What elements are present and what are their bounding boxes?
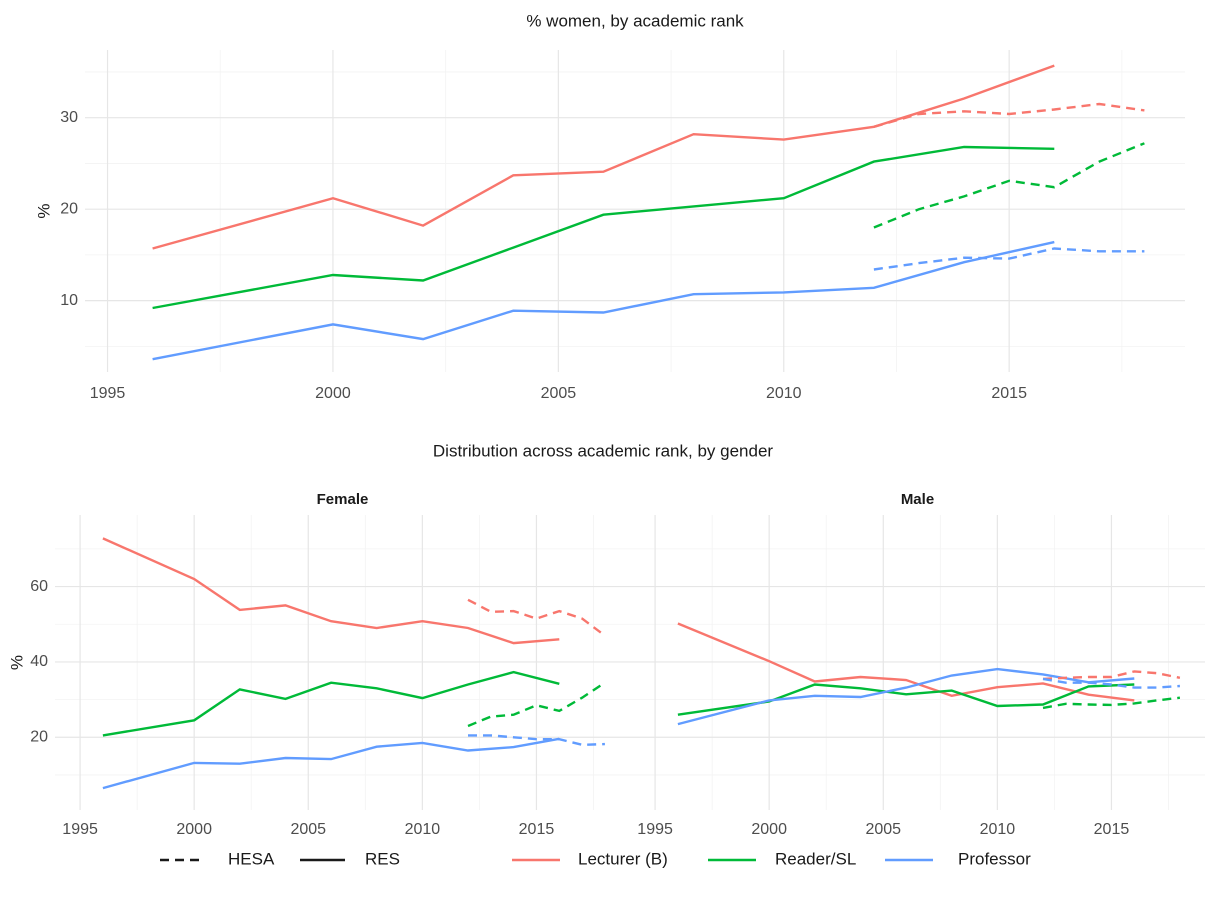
legend-label: Professor xyxy=(958,849,1031,868)
series-line xyxy=(467,598,606,637)
y-axis-label: % xyxy=(34,203,53,218)
x-tick-label: 2005 xyxy=(865,821,901,838)
x-tick-label: 2010 xyxy=(980,821,1016,838)
x-tick-label: 1995 xyxy=(637,821,673,838)
series-line xyxy=(102,737,560,790)
panel: 1995 2000 2005 2010 2015 Male xyxy=(630,491,1205,838)
panel-title: % women, by academic rank xyxy=(526,11,744,30)
panel: 1995 2000 2005 2010 2015 20 40 60% Female xyxy=(7,491,630,838)
series-line xyxy=(152,64,1055,250)
x-tick-label: 2010 xyxy=(766,385,802,402)
legend-label: Reader/SL xyxy=(775,849,856,868)
y-tick-label: 10 xyxy=(60,292,78,309)
x-tick-label: 1995 xyxy=(90,385,126,402)
series-line xyxy=(677,683,1135,716)
legend-label: Lecturer (B) xyxy=(578,849,668,868)
x-tick-label: 2000 xyxy=(751,821,787,838)
panel-title: Female xyxy=(317,491,369,508)
y-tick-label: 30 xyxy=(60,109,78,126)
series-line xyxy=(468,734,605,747)
y-tick-label: 20 xyxy=(60,200,78,217)
panel: 1995 2000 2005 2010 2015 10 20 30% % women, by a… xyxy=(34,11,1185,402)
x-tick-label: 2005 xyxy=(541,385,577,402)
panel-title: Male xyxy=(901,491,934,508)
x-tick-label: 2015 xyxy=(1094,821,1130,838)
x-tick-label: 2010 xyxy=(405,821,441,838)
x-tick-label: 2000 xyxy=(176,821,212,838)
series-line xyxy=(873,247,1145,271)
series-line xyxy=(152,145,1055,310)
series-line xyxy=(677,622,1135,702)
series-line xyxy=(102,537,560,645)
series-line xyxy=(873,142,1145,229)
y-tick-label: 60 xyxy=(30,578,48,595)
x-tick-label: 2000 xyxy=(315,385,351,402)
series-line xyxy=(1042,670,1181,681)
series-line xyxy=(467,681,606,728)
legend-label: RES xyxy=(365,849,400,868)
series-line xyxy=(873,102,1145,128)
facet-heading: Distribution across academic rank, by ge… xyxy=(433,441,773,460)
series-line xyxy=(1042,677,1180,689)
y-tick-label: 20 xyxy=(30,729,48,746)
x-tick-label: 2005 xyxy=(290,821,326,838)
x-tick-label: 2015 xyxy=(519,821,555,838)
y-axis-label: % xyxy=(7,655,26,670)
series-line xyxy=(1042,696,1181,710)
legend: HESA RES Lecturer (B) Reader/SL Professor xyxy=(160,849,1031,868)
legend-label: HESA xyxy=(228,849,275,868)
x-tick-label: 1995 xyxy=(62,821,98,838)
x-tick-label: 2015 xyxy=(991,385,1027,402)
series-line xyxy=(102,670,560,737)
series-line xyxy=(152,240,1055,361)
y-tick-label: 40 xyxy=(30,653,48,670)
